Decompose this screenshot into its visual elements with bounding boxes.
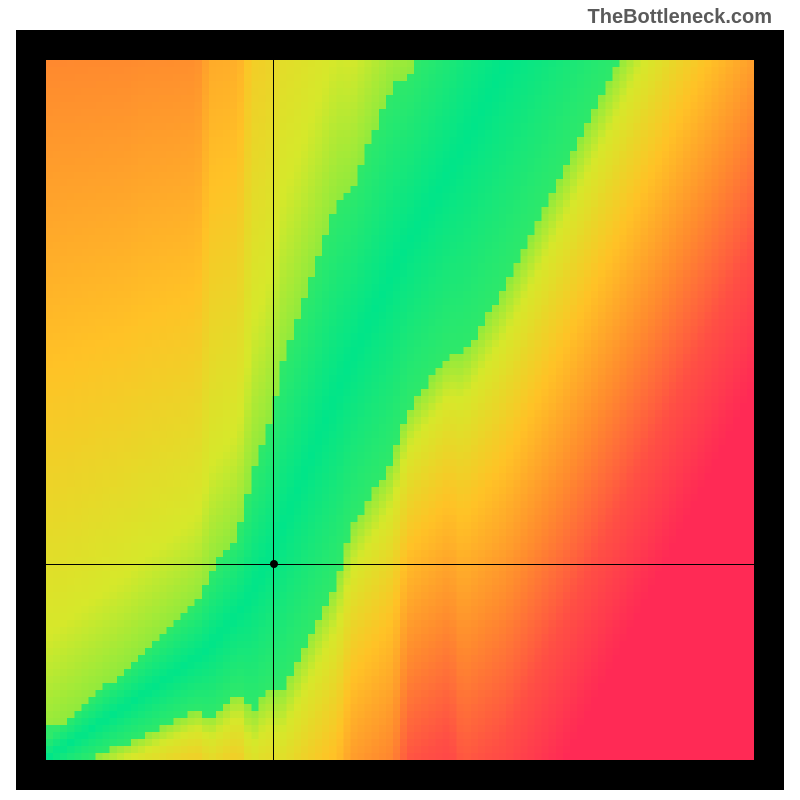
bottleneck-heatmap <box>46 60 754 760</box>
plot-frame <box>16 30 784 790</box>
crosshair-horizontal <box>46 564 754 565</box>
crosshair-vertical <box>273 60 274 760</box>
crosshair-marker[interactable] <box>270 560 278 568</box>
viewport: TheBottleneck.com <box>0 0 800 800</box>
attribution-text: TheBottleneck.com <box>588 6 772 29</box>
